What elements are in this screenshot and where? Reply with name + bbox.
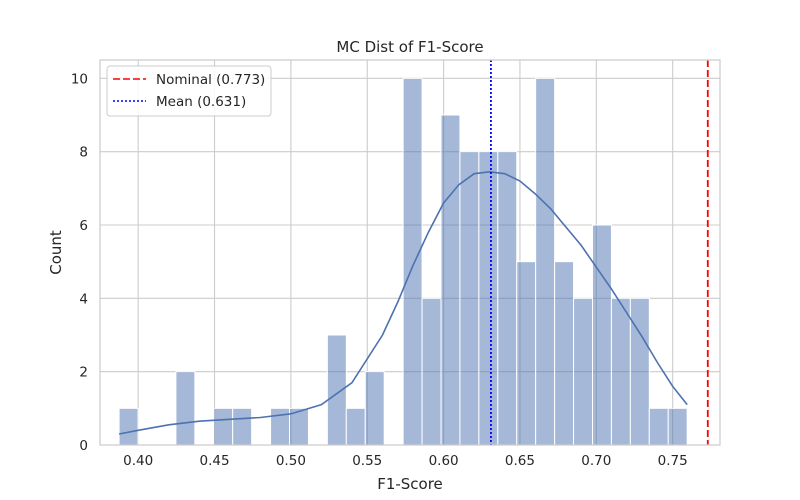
x-tick-label: 0.65 xyxy=(505,453,535,469)
x-tick-label: 0.45 xyxy=(200,453,230,469)
plot-frame xyxy=(99,59,721,446)
histogram-bar xyxy=(573,297,593,446)
y-tick-label: 6 xyxy=(79,218,88,234)
histogram-bar xyxy=(478,151,499,446)
legend-label-mean: Mean (0.631) xyxy=(156,94,246,110)
histogram-bar xyxy=(667,407,688,446)
histogram-bar xyxy=(232,407,253,446)
x-tick-label: 0.40 xyxy=(123,453,153,469)
y-tick-label: 8 xyxy=(79,145,88,161)
histogram-bar xyxy=(326,334,347,446)
histogram-bar xyxy=(175,371,196,446)
x-tick-label: 0.75 xyxy=(658,453,688,469)
histogram-bar xyxy=(516,261,537,446)
x-tick-label: 0.70 xyxy=(581,453,611,469)
x-tick-label: 0.60 xyxy=(429,453,459,469)
x-tick-labels: 0.40 0.45 0.50 0.55 0.60 0.65 0.70 0.75 xyxy=(123,453,688,469)
x-axis-label: F1-Score xyxy=(377,475,443,493)
histogram-bar xyxy=(629,297,650,446)
histogram-bar xyxy=(440,114,461,446)
y-tick-labels: 0 2 4 6 8 10 xyxy=(71,71,88,454)
histogram-bar xyxy=(648,407,669,446)
chart-title: MC Dist of F1-Score xyxy=(336,38,483,56)
histogram-bar xyxy=(213,407,234,446)
histogram-bar xyxy=(535,77,556,446)
x-tick-label: 0.50 xyxy=(276,453,306,469)
histogram-bar xyxy=(610,297,631,446)
y-axis-label: Count xyxy=(47,230,65,275)
histogram-bar xyxy=(459,151,480,446)
legend-box xyxy=(106,65,272,117)
histogram-bar xyxy=(118,407,139,446)
histogram-bar xyxy=(345,407,366,446)
y-tick-label: 0 xyxy=(79,438,88,454)
y-tick-label: 2 xyxy=(79,365,88,381)
y-tick-label: 10 xyxy=(71,71,88,87)
histogram-bar xyxy=(364,371,385,446)
kde-curve xyxy=(118,171,688,435)
x-tick-label: 0.55 xyxy=(352,453,382,469)
histogram-bar xyxy=(421,297,442,446)
y-tick-label: 4 xyxy=(79,291,88,307)
legend-label-nominal: Nominal (0.773) xyxy=(156,72,265,88)
legend: Nominal (0.773) Mean (0.631) xyxy=(106,65,272,117)
histogram-bar xyxy=(591,224,612,446)
histogram-bar xyxy=(402,77,423,446)
reference-lines xyxy=(490,60,709,445)
histogram-bar xyxy=(554,261,575,446)
histogram-bar xyxy=(497,151,518,446)
